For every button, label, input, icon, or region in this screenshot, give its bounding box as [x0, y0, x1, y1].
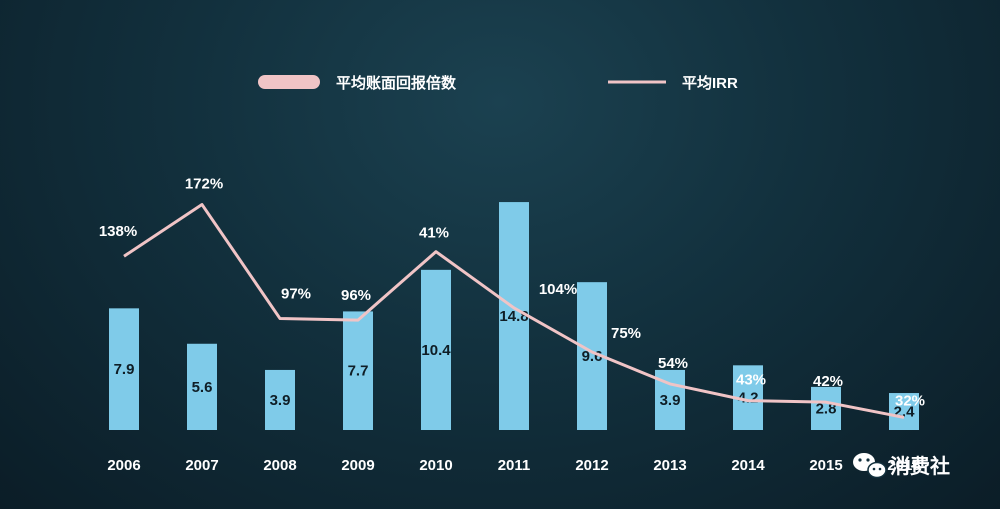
bar-2006 — [109, 308, 139, 430]
watermark: 消费社 — [853, 453, 950, 479]
x-tick-2013: 2013 — [653, 457, 686, 474]
bar-label-2011: 14.8 — [499, 308, 528, 325]
legend-bar-swatch — [258, 75, 320, 89]
bar-label-2009: 7.7 — [348, 363, 369, 380]
bar-2008 — [265, 369, 295, 430]
x-tick-2009: 2009 — [341, 457, 374, 474]
irr-label-2013: 54% — [658, 355, 688, 372]
legend: 平均账面回报倍数 平均IRR — [258, 74, 738, 92]
x-axis: 2006 2007 2008 2009 2010 2011 2012 2013 2014 2015… — [107, 457, 920, 474]
irr-label-2008: 97% — [281, 286, 311, 303]
x-tick-2014: 2014 — [731, 457, 765, 474]
bar-label-2007: 5.6 — [192, 379, 213, 396]
wechat-icon — [853, 453, 887, 479]
irr-label-2007: 172% — [185, 176, 223, 193]
legend-bar-label: 平均账面回报倍数 — [336, 74, 457, 92]
x-tick-2006: 2006 — [107, 457, 140, 474]
bar-2015 — [811, 386, 841, 430]
x-tick-2010: 2010 — [419, 457, 452, 474]
bar-label-2013: 3.9 — [660, 392, 681, 409]
watermark-text: 消费社 — [890, 454, 950, 478]
irr-label-2006: 138% — [99, 223, 137, 240]
irr-label-2009: 96% — [341, 287, 371, 304]
x-tick-2016: 2016 — [887, 457, 920, 474]
bar-2016 — [889, 393, 919, 430]
bar-label-2008: 3.9 — [270, 392, 291, 409]
irr-label-2012: 75% — [611, 325, 641, 342]
bar-label-2012: 9.6 — [582, 348, 603, 365]
line-series: 138% 172% 97% 96% 41% 104% 75% 54% 43% 42% 32% — [99, 176, 925, 419]
bar-2009 — [343, 311, 373, 430]
irr-label-2016: 32% — [895, 392, 925, 409]
bar-2007 — [187, 343, 217, 430]
x-tick-2012: 2012 — [575, 457, 608, 474]
irr-label-2010: 41% — [419, 225, 449, 242]
legend-line-label: 平均IRR — [682, 74, 738, 92]
x-tick-2008: 2008 — [263, 457, 296, 474]
bar-series: 7.95.63.97.710.414.89.63.9 4.22.8 2.4 — [109, 202, 919, 430]
bar-2011 — [499, 202, 529, 430]
bar-label-2006: 7.9 — [114, 361, 135, 378]
irr-label-2015: 42% — [813, 373, 843, 390]
irr-label-2014: 43% — [736, 372, 766, 389]
x-tick-2011: 2011 — [498, 457, 531, 474]
bar-2010 — [421, 269, 451, 430]
bar-label-2014: 4.2 — [738, 390, 759, 407]
irr-label-2011: 104% — [539, 281, 577, 298]
bar-label-2010: 10.4 — [421, 342, 451, 359]
irr-line — [123, 203, 905, 419]
x-tick-2015: 2015 — [809, 457, 842, 474]
x-tick-2007: 2007 — [185, 457, 218, 474]
